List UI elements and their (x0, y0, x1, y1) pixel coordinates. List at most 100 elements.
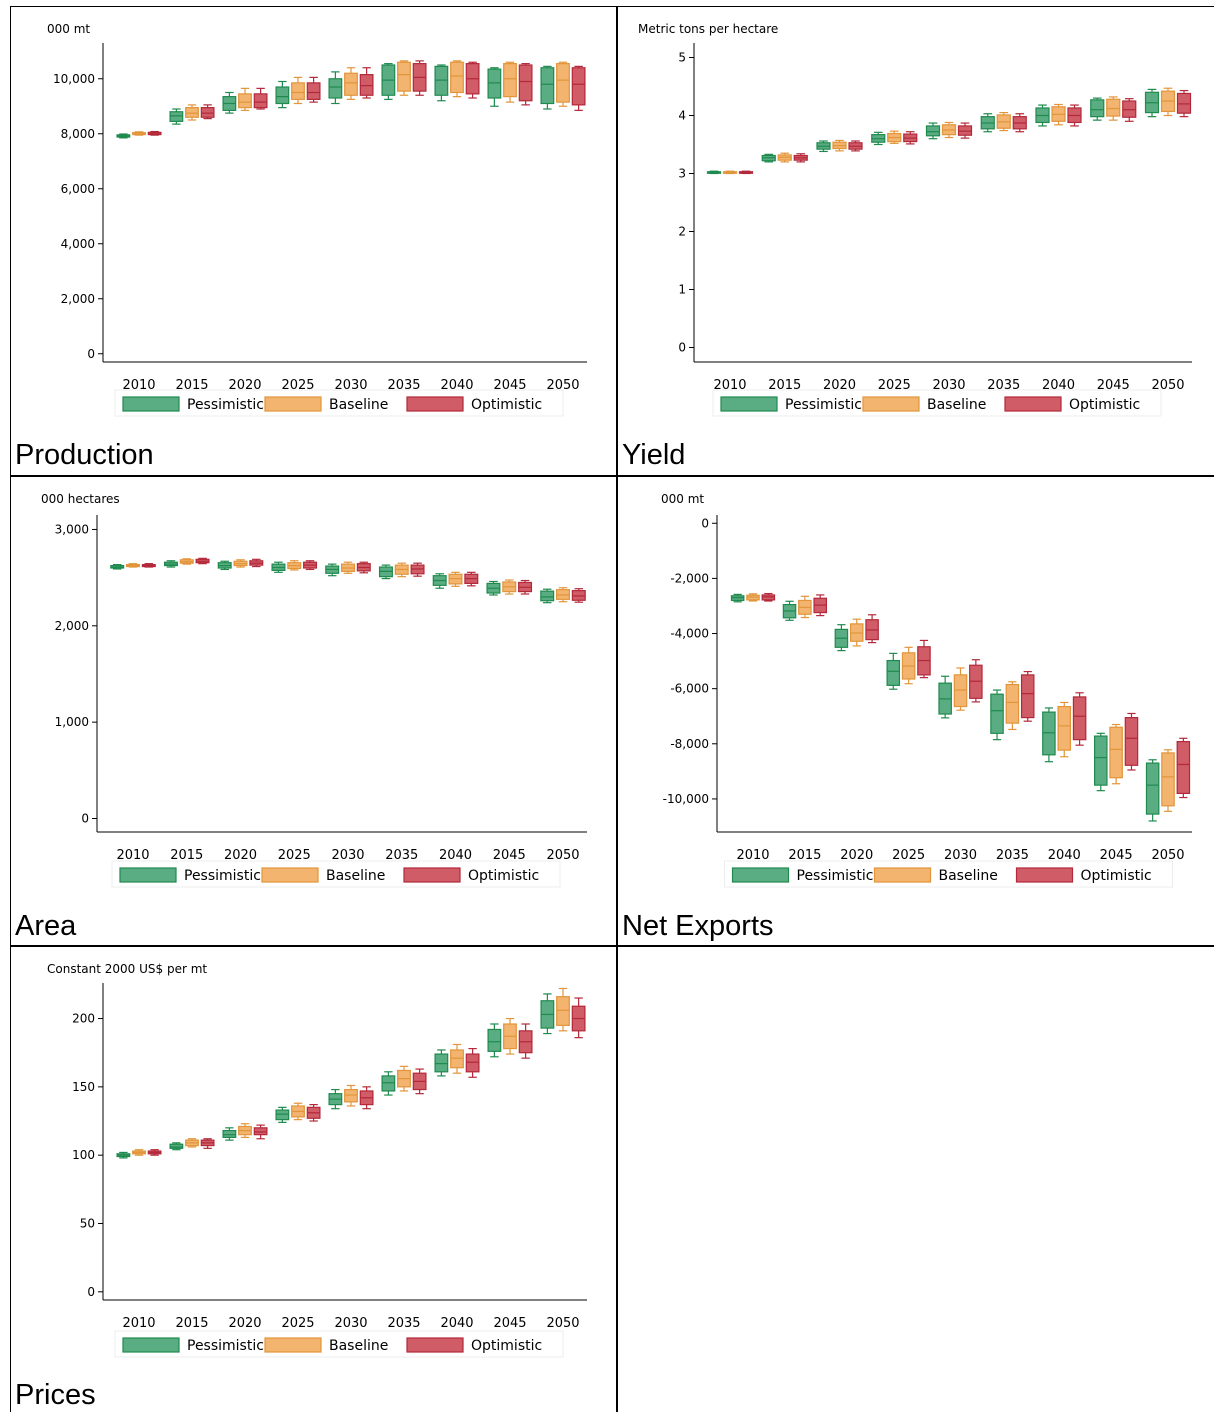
y-tick-label: 0 (678, 341, 686, 355)
box-optimistic (253, 1127, 268, 1136)
box-optimistic (1124, 717, 1139, 766)
x-tick-label: 2050 (546, 378, 579, 393)
panel-label: Net Exports (622, 910, 774, 942)
y-tick-label: 100 (72, 1148, 95, 1162)
box-pessimistic (990, 693, 1004, 734)
box-baseline (1161, 752, 1175, 807)
x-tick-label: 2020 (224, 848, 257, 863)
box-optimistic (1020, 674, 1035, 719)
x-tick-label: 2010 (116, 848, 149, 863)
panel-label: Yield (622, 439, 686, 471)
legend-label-baseline: Baseline (939, 868, 998, 884)
x-tick-label: 2010 (122, 1316, 155, 1331)
x-tick-label: 2010 (713, 378, 746, 393)
box-pessimistic (1145, 762, 1160, 815)
y-tick-label: 0 (701, 516, 709, 530)
chart-production: 000 mt 0 2,000 4,000 6,000 8,000 10,000 2010 201… (47, 22, 587, 417)
x-tick-label: 2010 (736, 848, 769, 863)
legend-swatch-baseline (264, 1337, 322, 1353)
box-pessimistic (886, 659, 901, 686)
x-tick-label: 2050 (1151, 378, 1184, 393)
legend-label-baseline: Baseline (329, 1338, 388, 1354)
y-tick-label: -2,000 (670, 571, 709, 585)
y-tick-label: 0 (87, 347, 95, 361)
box-baseline (1109, 726, 1123, 779)
x-tick-label: 2040 (1042, 378, 1075, 393)
legend-label-baseline: Baseline (927, 397, 986, 413)
x-tick-label: 2035 (387, 1316, 420, 1331)
x-tick-label: 2045 (493, 378, 526, 393)
box-optimistic (253, 93, 268, 109)
y-tick-label: 1 (678, 283, 686, 297)
box-baseline (1005, 683, 1020, 724)
y-tick-label: 50 (80, 1216, 95, 1230)
x-tick-label: 2030 (334, 1316, 367, 1331)
legend-swatch-optimistic (1015, 867, 1074, 883)
box-baseline (291, 82, 305, 100)
box-baseline (450, 61, 464, 94)
panel-prices: Constant 2000 US$ per mt 0 50 100 150 200 2010… (11, 947, 615, 1412)
x-tick-label: 2045 (1097, 378, 1130, 393)
legend-swatch-optimistic (403, 867, 461, 883)
box-pessimistic (169, 1143, 184, 1149)
box-pessimistic (222, 1129, 237, 1139)
y-axis-title: 000 hectares (41, 492, 120, 506)
chart-net-exports: 000 mt 0 -2,000 -4,000 -6,000 -8,000 -10,000 20… (661, 492, 1192, 888)
x-tick-label: 2025 (878, 378, 911, 393)
x-tick-label: 2045 (1100, 848, 1133, 863)
legend-swatch-baseline (261, 867, 319, 883)
x-tick-label: 2045 (493, 848, 526, 863)
legend-label-optimistic: Optimistic (471, 1338, 542, 1354)
legend-label-pessimistic: Pessimistic (184, 868, 261, 884)
legend-label-baseline: Baseline (326, 868, 385, 884)
x-tick-label: 2030 (932, 378, 965, 393)
legend-swatch-pessimistic (122, 1337, 180, 1353)
box-optimistic (465, 1053, 480, 1073)
box-baseline (238, 93, 252, 109)
x-tick-label: 2035 (987, 378, 1020, 393)
x-tick-label: 2035 (387, 378, 420, 393)
box-pessimistic (434, 65, 449, 96)
x-tick-label: 2015 (788, 848, 821, 863)
legend-label-baseline: Baseline (329, 397, 388, 413)
legend-label-optimistic: Optimistic (471, 397, 542, 413)
legend-box (724, 860, 1173, 888)
box-baseline (344, 1088, 358, 1103)
y-tick-label: 2 (678, 225, 686, 239)
y-tick-label: 0 (81, 812, 89, 826)
y-axis-title: Metric tons per hectare (638, 22, 778, 36)
box-pessimistic (487, 1028, 502, 1052)
box-pessimistic (328, 78, 343, 99)
box-baseline (953, 674, 968, 708)
legend-label-pessimistic: Pessimistic (797, 868, 874, 884)
legend-label-pessimistic: Pessimistic (187, 397, 264, 413)
x-tick-label: 2025 (278, 848, 311, 863)
y-tick-label: 150 (72, 1080, 95, 1094)
y-axis-title: 000 mt (661, 492, 704, 506)
y-tick-label: -4,000 (670, 627, 709, 641)
table-border-left (10, 6, 11, 1412)
panel-label: Area (15, 910, 77, 942)
legend-box (114, 1330, 564, 1358)
table-border-middle (616, 6, 618, 1412)
panel-net-exports: 000 mt 0 -2,000 -4,000 -6,000 -8,000 -10,000 20… (618, 477, 1214, 945)
x-tick-label: 2015 (175, 378, 208, 393)
legend-swatch-baseline (873, 867, 932, 883)
x-tick-label: 2030 (944, 848, 977, 863)
legend-swatch-pessimistic (731, 867, 790, 883)
legend-swatch-pessimistic (720, 396, 778, 412)
y-tick-label: 200 (72, 1012, 95, 1026)
y-tick-label: 4,000 (61, 237, 95, 251)
panel-empty (618, 947, 1214, 1412)
panel-production: 000 mt 0 2,000 4,000 6,000 8,000 10,000 2010 201… (11, 7, 615, 475)
y-tick-label: 3,000 (55, 522, 89, 536)
box-optimistic (306, 82, 321, 100)
box-pessimistic (169, 111, 184, 122)
box-optimistic (1072, 696, 1087, 741)
box-baseline (556, 996, 570, 1026)
box-pessimistic (275, 1109, 290, 1121)
legend-label-pessimistic: Pessimistic (785, 397, 862, 413)
y-tick-label: 2,000 (55, 619, 89, 633)
y-tick-label: -10,000 (663, 792, 709, 806)
